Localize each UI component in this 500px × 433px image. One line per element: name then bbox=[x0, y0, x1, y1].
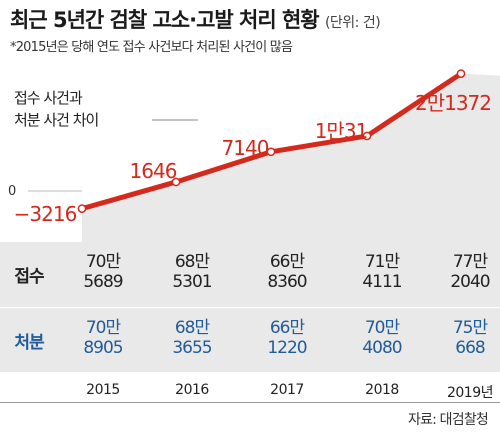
area-fill bbox=[82, 73, 500, 242]
table-cell: 75만 668 bbox=[425, 318, 500, 358]
table-cell: 71만 4111 bbox=[337, 252, 427, 292]
value-label-1: 1646 bbox=[130, 159, 177, 183]
value-label-2: 7140 bbox=[222, 136, 269, 160]
table-cell: 68만 3655 bbox=[147, 318, 237, 358]
footnote: *2015년은 당해 연도 접수 사건보다 처리된 사건이 많음 bbox=[10, 40, 293, 55]
title-text: 최근 5년간 검찰 고소·고발 처리 현황 bbox=[10, 8, 320, 32]
data-point-4 bbox=[456, 69, 466, 79]
table-cell: 70만 8905 bbox=[58, 318, 148, 358]
table-cell: 70만 4080 bbox=[337, 318, 427, 358]
table-cell: 68만 5301 bbox=[147, 252, 237, 292]
data-point-0 bbox=[77, 204, 87, 214]
cell-rest: 3655 bbox=[172, 338, 212, 358]
cell-rest: 8360 bbox=[267, 272, 307, 292]
cell-rest: 5301 bbox=[172, 272, 212, 292]
cell-rest: 668 bbox=[455, 338, 485, 358]
cell-rest: 4080 bbox=[362, 338, 402, 358]
bottom-rule bbox=[0, 402, 500, 403]
table-cell: 77만 2040 bbox=[425, 252, 500, 292]
table-cell: 66만 8360 bbox=[242, 252, 332, 292]
data-point-2 bbox=[266, 147, 276, 157]
cell-rest: 1220 bbox=[267, 338, 307, 358]
year-label-3: 2018 bbox=[365, 382, 399, 398]
cell-man: 75만 bbox=[452, 318, 488, 338]
unit-text: (단위: 건) bbox=[324, 15, 381, 31]
value-label-4: 2만1372 bbox=[415, 91, 491, 115]
table-divider bbox=[0, 307, 500, 308]
value-label-0: −3216 bbox=[14, 202, 77, 226]
value-label-3: 1만31 bbox=[315, 119, 368, 143]
cell-man: 68만 bbox=[174, 318, 210, 338]
cell-man: 70만 bbox=[364, 318, 400, 338]
cell-man: 66만 bbox=[269, 252, 305, 272]
chart-title: 최근 5년간 검찰 고소·고발 처리 현황 (단위: 건) bbox=[10, 4, 381, 34]
cell-man: 66만 bbox=[269, 318, 305, 338]
zero-label: 0 bbox=[8, 184, 16, 199]
year-label-0: 2015 bbox=[86, 382, 120, 398]
cell-man: 70만 bbox=[85, 252, 121, 272]
row-label-1: 처분 bbox=[14, 333, 44, 353]
table-cell: 70만 5689 bbox=[58, 252, 148, 292]
annotation-line-0: 접수 사건과 bbox=[14, 89, 83, 107]
year-label-1: 2016 bbox=[175, 382, 209, 398]
cell-man: 70만 bbox=[85, 318, 121, 338]
row-label-0: 접수 bbox=[14, 267, 44, 287]
cell-rest: 2040 bbox=[450, 272, 490, 292]
cell-rest: 4111 bbox=[362, 272, 402, 292]
table-cell: 66만 1220 bbox=[242, 318, 332, 358]
year-label-4: 2019년 bbox=[446, 385, 494, 401]
annotation-line-1: 처분 사건 차이 bbox=[14, 111, 98, 129]
data-point-3 bbox=[362, 131, 372, 141]
cell-man: 68만 bbox=[174, 252, 210, 272]
year-label-2: 2017 bbox=[270, 382, 304, 398]
cell-rest: 5689 bbox=[83, 272, 123, 292]
cell-man: 77만 bbox=[452, 252, 488, 272]
source-text: 자료: 대검찰청 bbox=[407, 412, 489, 428]
data-point-1 bbox=[171, 177, 181, 187]
cell-man: 71만 bbox=[364, 252, 400, 272]
cell-rest: 8905 bbox=[83, 338, 123, 358]
